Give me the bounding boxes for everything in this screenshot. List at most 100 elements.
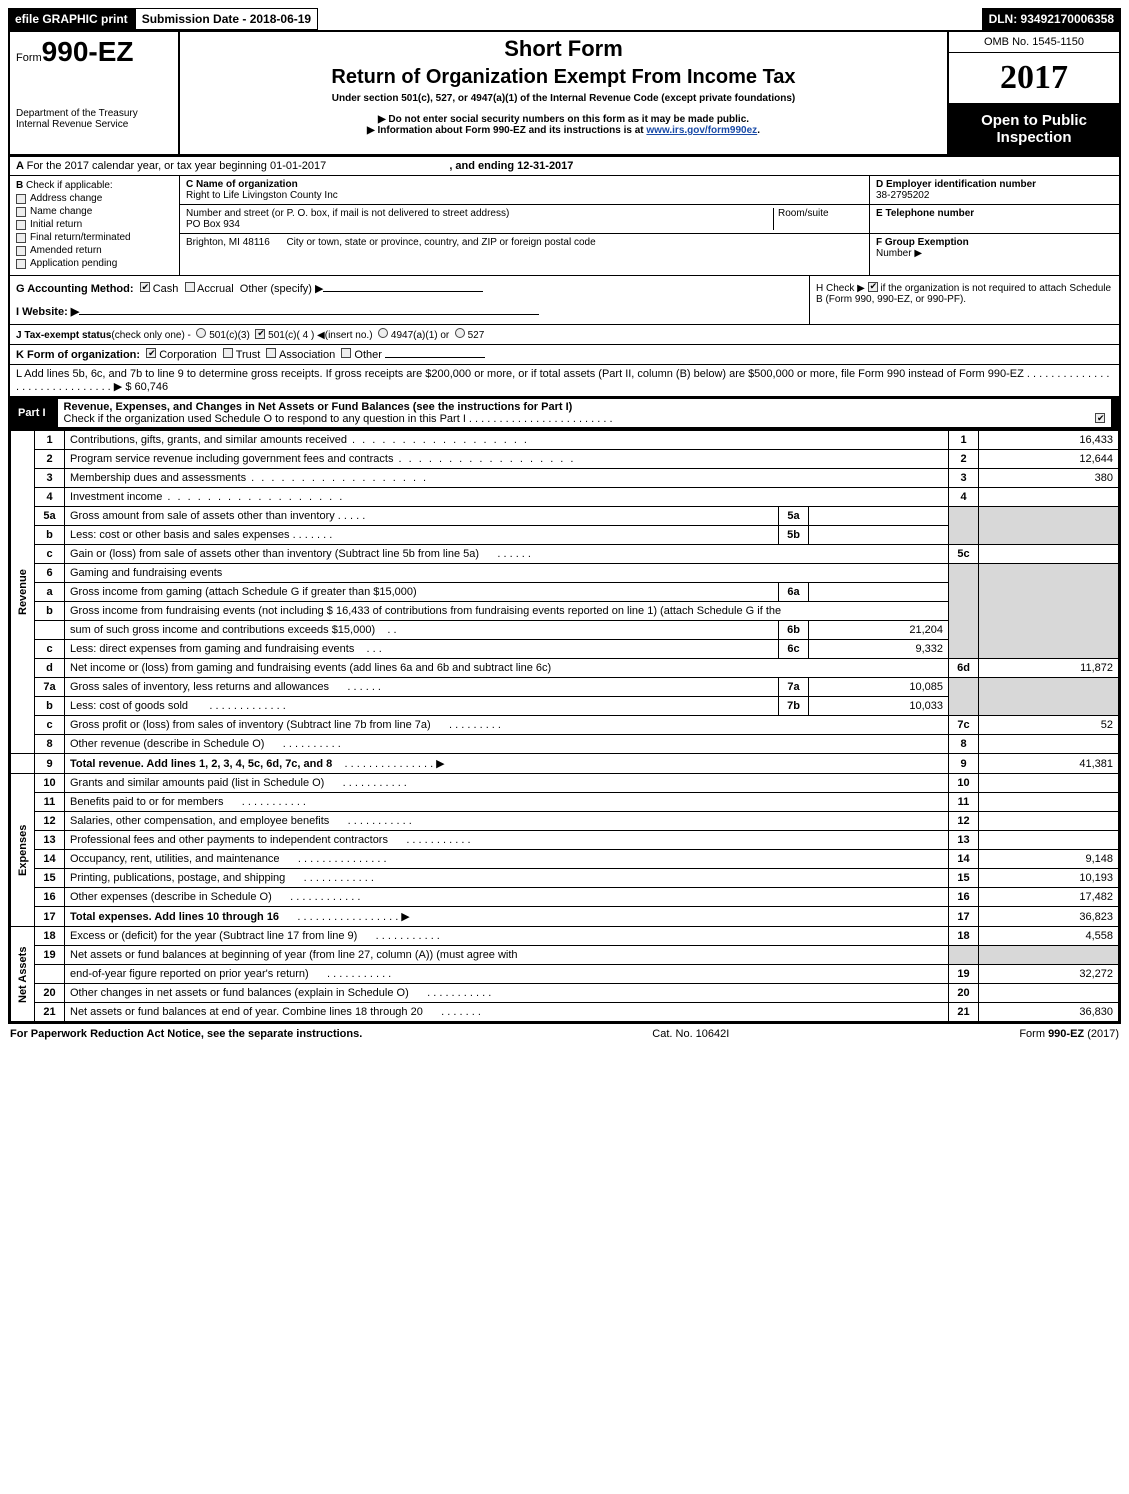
row-5c: c Gain or (loss) from sale of assets oth… xyxy=(11,545,1119,564)
line-k: K Form of organization: Corporation Trus… xyxy=(10,344,1119,364)
b-label: Check if applicable: xyxy=(26,180,113,191)
row-4: 4 Investment income 4 xyxy=(11,488,1119,507)
open-line1: Open to Public xyxy=(953,112,1115,129)
open-line2: Inspection xyxy=(953,129,1115,146)
footer-left: For Paperwork Reduction Act Notice, see … xyxy=(10,1028,362,1040)
chk-assoc[interactable] xyxy=(266,348,276,358)
k-label: K Form of organization: xyxy=(16,349,140,361)
dept-irs: Internal Revenue Service xyxy=(16,119,172,130)
dept-treasury: Department of the Treasury xyxy=(16,108,172,119)
line-a-end: , and ending 12-31-2017 xyxy=(449,160,573,172)
row-2: 2 Program service revenue including gove… xyxy=(11,450,1119,469)
form-header: Form990-EZ Department of the Treasury In… xyxy=(10,32,1119,156)
efile-badge: efile GRAPHIC print xyxy=(8,8,135,30)
row-9: 9 Total revenue. Add lines 1, 2, 3, 4, 5… xyxy=(11,754,1119,774)
col-def: D Employer identification number 38-2795… xyxy=(869,176,1119,275)
part1-table: Revenue 1 Contributions, gifts, grants, … xyxy=(10,430,1119,1022)
header-sub3: ▶ Information about Form 990-EZ and its … xyxy=(190,125,937,136)
tax-year: 2017 xyxy=(949,53,1119,104)
line-gh: G Accounting Method: Cash Accrual Other … xyxy=(10,275,1119,324)
row-7a: 7a Gross sales of inventory, less return… xyxy=(11,678,1119,697)
i-label: I Website: ▶ xyxy=(16,306,79,318)
website-line[interactable] xyxy=(79,314,539,315)
row-19b: end-of-year figure reported on prior yea… xyxy=(11,965,1119,984)
vlabel-net-assets: Net Assets xyxy=(11,927,35,1022)
part1-sub: Check if the organization used Schedule … xyxy=(64,413,472,425)
row-10: Expenses 10 Grants and similar amounts p… xyxy=(11,774,1119,793)
h-text1: H Check ▶ xyxy=(816,283,865,294)
dln-badge: DLN: 93492170006358 xyxy=(982,8,1121,30)
chk-final-return[interactable]: Final return/terminated xyxy=(16,232,173,243)
chk-cash[interactable] xyxy=(140,282,150,292)
j-note: (check only one) - xyxy=(111,330,190,341)
open-to-public: Open to Public Inspection xyxy=(949,104,1119,154)
part1-header: Part I Revenue, Expenses, and Changes in… xyxy=(10,396,1119,430)
form-number: Form990-EZ xyxy=(16,36,172,68)
footer-right: Form 990-EZ (2017) xyxy=(1019,1028,1119,1040)
row-8: 8 Other revenue (describe in Schedule O)… xyxy=(11,735,1119,754)
g-other-line[interactable] xyxy=(323,291,483,292)
chk-schedule-b[interactable] xyxy=(868,282,878,292)
section-bcdef: B Check if applicable: Address change Na… xyxy=(10,175,1119,275)
header-sub3-prefix: ▶ Information about Form 990-EZ and its … xyxy=(367,125,646,136)
k-other-line[interactable] xyxy=(385,357,485,358)
c-city-label: City or town, state or province, country… xyxy=(286,237,595,248)
line-h: H Check ▶ if the organization is not req… xyxy=(809,276,1119,324)
header-sub2: ▶ Do not enter social security numbers o… xyxy=(190,114,937,125)
chk-other-org[interactable] xyxy=(341,348,351,358)
org-city: Brighton, MI 48116 xyxy=(186,237,270,248)
chk-accrual[interactable] xyxy=(185,282,195,292)
chk-trust[interactable] xyxy=(223,348,233,358)
chk-schedule-o[interactable] xyxy=(1095,413,1105,423)
form-outer: Form990-EZ Department of the Treasury In… xyxy=(8,30,1121,1024)
chk-address-change[interactable]: Address change xyxy=(16,193,173,204)
page-footer: For Paperwork Reduction Act Notice, see … xyxy=(8,1024,1121,1040)
return-title: Return of Organization Exempt From Incom… xyxy=(190,66,937,89)
col-b: B Check if applicable: Address change Na… xyxy=(10,176,180,275)
part1-num: Part I xyxy=(18,407,46,419)
f-label2: Number ▶ xyxy=(876,248,922,259)
chk-corp[interactable] xyxy=(146,348,156,358)
row-20: 20 Other changes in net assets or fund b… xyxy=(11,984,1119,1003)
short-form-title: Short Form xyxy=(190,36,937,62)
line-j: J Tax-exempt status(check only one) - 50… xyxy=(10,324,1119,344)
radio-527[interactable] xyxy=(455,328,465,338)
row-16: 16 Other expenses (describe in Schedule … xyxy=(11,888,1119,907)
chk-amended-return[interactable]: Amended return xyxy=(16,245,173,256)
d-label: D Employer identification number xyxy=(876,179,1036,190)
header-sub1: Under section 501(c), 527, or 4947(a)(1)… xyxy=(190,93,937,104)
ein-value: 38-2795202 xyxy=(876,190,929,201)
vlabel-expenses: Expenses xyxy=(11,774,35,927)
g-label: G Accounting Method: xyxy=(16,283,134,295)
chk-initial-return[interactable]: Initial return xyxy=(16,219,173,230)
radio-4947[interactable] xyxy=(378,328,388,338)
c-name-label: C Name of organization xyxy=(186,179,298,190)
radio-501c3[interactable] xyxy=(196,328,206,338)
row-17: 17 Total expenses. Add lines 10 through … xyxy=(11,907,1119,927)
j-label: J Tax-exempt status xyxy=(16,330,111,341)
irs-link[interactable]: www.irs.gov/form990ez xyxy=(646,125,757,136)
footer-catno: Cat. No. 10642I xyxy=(652,1028,729,1040)
submission-date: Submission Date - 2018-06-19 xyxy=(135,8,318,30)
radio-501c[interactable] xyxy=(255,329,265,339)
row-13: 13 Professional fees and other payments … xyxy=(11,831,1119,850)
org-name: Right to Life Livingston County Inc xyxy=(186,190,338,201)
line-i: I Website: ▶ xyxy=(16,305,803,318)
line-a-begin: For the 2017 calendar year, or tax year … xyxy=(27,160,327,172)
row-3: 3 Membership dues and assessments 3 380 xyxy=(11,469,1119,488)
chk-application-pending[interactable]: Application pending xyxy=(16,258,173,269)
row-18: Net Assets 18 Excess or (deficit) for th… xyxy=(11,927,1119,946)
omb-number: OMB No. 1545-1150 xyxy=(949,32,1119,53)
col-c: C Name of organization Right to Life Liv… xyxy=(180,176,869,275)
row-19: 19 Net assets or fund balances at beginn… xyxy=(11,946,1119,965)
row-7c: c Gross profit or (loss) from sales of i… xyxy=(11,716,1119,735)
row-6d: d Net income or (loss) from gaming and f… xyxy=(11,659,1119,678)
chk-name-change[interactable]: Name change xyxy=(16,206,173,217)
org-street: PO Box 934 xyxy=(186,219,240,230)
c-room-label: Room/suite xyxy=(778,208,829,219)
row-5a: 5a Gross amount from sale of assets othe… xyxy=(11,507,1119,526)
top-bar: efile GRAPHIC print Submission Date - 20… xyxy=(8,8,1121,30)
row-6: 6 Gaming and fundraising events xyxy=(11,564,1119,583)
g-other: Other (specify) ▶ xyxy=(240,283,324,295)
line-l: L Add lines 5b, 6c, and 7b to line 9 to … xyxy=(10,364,1119,396)
